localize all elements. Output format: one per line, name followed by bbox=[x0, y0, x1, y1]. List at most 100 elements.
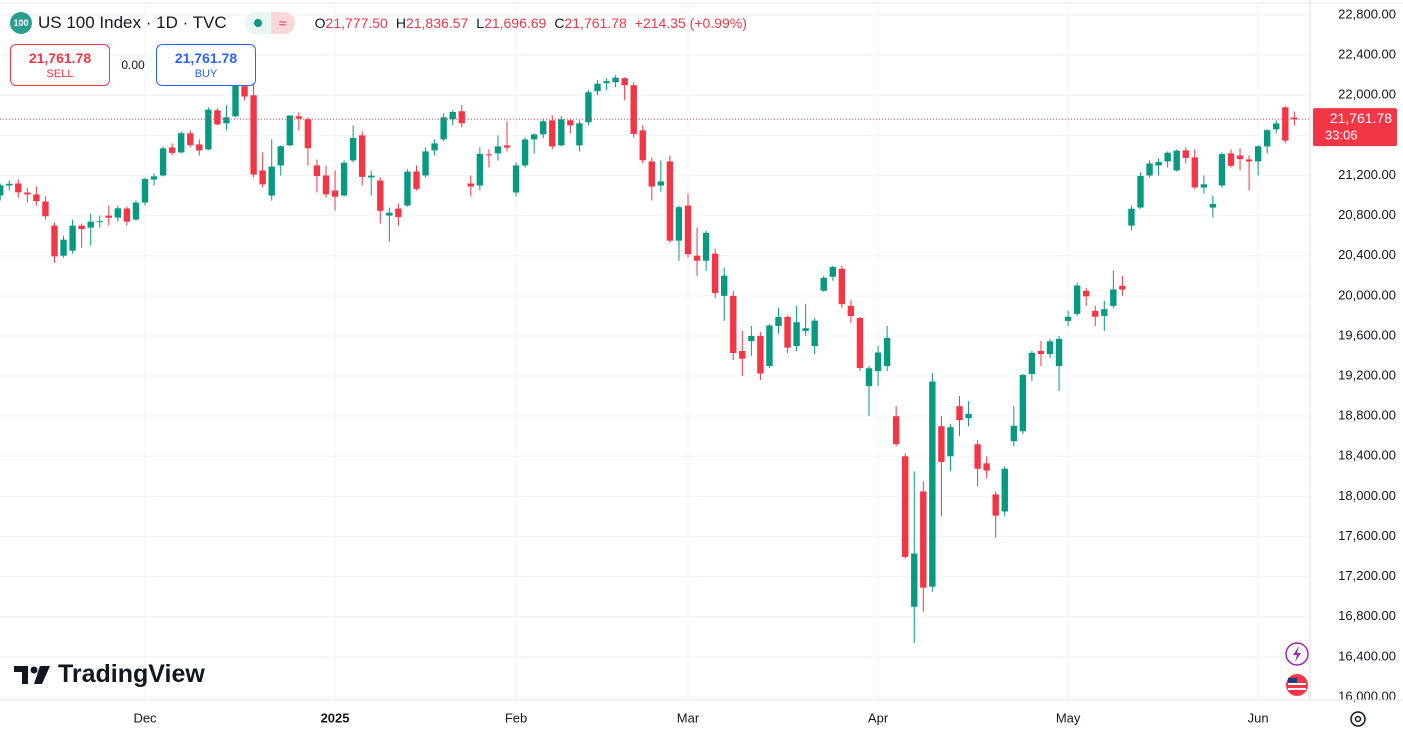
candle-body bbox=[1137, 175, 1144, 208]
candle-body bbox=[1092, 310, 1099, 317]
candle-body bbox=[60, 239, 67, 256]
candle-body bbox=[250, 95, 257, 175]
candle-body bbox=[51, 225, 58, 257]
candle-body bbox=[42, 201, 49, 217]
candle-body bbox=[1146, 163, 1153, 176]
candle-body bbox=[15, 183, 22, 193]
candle-body bbox=[802, 328, 809, 331]
candle-body bbox=[159, 148, 167, 176]
candle-body bbox=[585, 92, 592, 123]
x-tick-label: Feb bbox=[505, 710, 527, 725]
candle-body bbox=[141, 179, 149, 203]
candle-body bbox=[150, 176, 158, 180]
y-tick-label: 19,600.00 bbox=[1338, 327, 1396, 342]
candle-body bbox=[603, 81, 610, 84]
x-tick-label: Dec bbox=[133, 710, 157, 725]
status-pill[interactable]: ≈ bbox=[244, 12, 295, 34]
ohlc-item: C21,761.78 bbox=[554, 15, 626, 31]
settings-icon[interactable] bbox=[1350, 711, 1366, 727]
candle-body bbox=[711, 253, 719, 294]
flash-icon[interactable] bbox=[1285, 642, 1309, 666]
flag-icon[interactable] bbox=[1286, 674, 1308, 696]
candle-body bbox=[431, 143, 438, 151]
candle-body bbox=[992, 494, 999, 516]
candle-body bbox=[558, 119, 565, 146]
ohlc-item: O21,777.50 bbox=[315, 15, 388, 31]
buy-label: BUY bbox=[194, 68, 218, 80]
candle-body bbox=[187, 133, 194, 146]
candle-body bbox=[331, 190, 339, 197]
candle-body bbox=[1254, 146, 1262, 162]
candle-body bbox=[974, 444, 981, 469]
y-tick-label: 16,800.00 bbox=[1338, 608, 1396, 623]
symbol-title[interactable]: US 100 Index · 1D · TVC bbox=[38, 13, 227, 32]
candle-body bbox=[856, 317, 864, 368]
candle-body bbox=[214, 110, 221, 125]
sell-button[interactable]: 21,761.78 SELL bbox=[10, 44, 110, 86]
candle-body bbox=[811, 320, 818, 346]
candle-body bbox=[295, 116, 303, 119]
logo[interactable]: TradingView bbox=[14, 660, 205, 689]
candle-body bbox=[368, 175, 375, 178]
candle-body bbox=[748, 335, 755, 341]
candle-body bbox=[123, 208, 131, 222]
ohlc-key: H bbox=[395, 15, 406, 31]
candle-body bbox=[404, 171, 411, 206]
candle-body bbox=[1218, 154, 1226, 186]
candle-body bbox=[666, 161, 674, 241]
ohlc: O21,777.50 H21,836.57 L21,696.69 C21,761.78 bbox=[315, 15, 627, 31]
candle-body bbox=[78, 225, 85, 230]
candle-body bbox=[775, 316, 782, 326]
candle-body bbox=[0, 185, 4, 196]
candle-body bbox=[1245, 159, 1253, 162]
candle-body bbox=[322, 175, 330, 195]
candle-body bbox=[1001, 468, 1008, 512]
candle-body bbox=[576, 123, 583, 146]
y-tick-label: 20,000.00 bbox=[1338, 287, 1396, 302]
y-tick-label: 19,200.00 bbox=[1338, 367, 1396, 382]
y-tick-label: 18,800.00 bbox=[1338, 408, 1396, 423]
ohlc-value: 21,761.78 bbox=[564, 15, 627, 31]
candle-body bbox=[639, 130, 646, 161]
candle-body bbox=[413, 171, 420, 189]
y-tick-label: 18,000.00 bbox=[1338, 488, 1396, 503]
change: +214.35 (+0.99%) bbox=[634, 15, 747, 31]
candle-body bbox=[386, 212, 393, 216]
candle-body bbox=[476, 153, 484, 186]
candle-body bbox=[920, 491, 927, 588]
candle-body bbox=[938, 426, 945, 463]
candle-body bbox=[1227, 153, 1235, 166]
symbol-header: 100 US 100 Index · 1D · TVC ≈ O21,777.50… bbox=[10, 12, 747, 34]
sell-price: 21,761.78 bbox=[28, 50, 92, 66]
candle-body bbox=[829, 267, 836, 277]
candle-body bbox=[549, 120, 556, 147]
candle-body bbox=[87, 221, 94, 228]
candle-body bbox=[1182, 150, 1189, 158]
y-tick-label: 16,000.00 bbox=[1338, 688, 1396, 703]
candle-body bbox=[395, 208, 402, 218]
candle-body bbox=[196, 144, 203, 151]
x-tick-label: Jun bbox=[1248, 710, 1269, 725]
candle-body bbox=[1155, 161, 1162, 166]
candle-body bbox=[1046, 341, 1054, 354]
buy-button[interactable]: 21,761.78 BUY bbox=[156, 44, 256, 86]
ohlc-value: 21,696.69 bbox=[484, 15, 547, 31]
candle-body bbox=[594, 83, 601, 92]
candle-body bbox=[630, 85, 637, 134]
candle-body bbox=[902, 456, 909, 557]
candle-body bbox=[838, 268, 846, 305]
candle-body bbox=[766, 325, 773, 367]
ohlc-value: 21,777.50 bbox=[325, 15, 388, 31]
sell-label: SELL bbox=[46, 68, 74, 80]
candle-body bbox=[422, 151, 429, 176]
candle-body bbox=[847, 305, 855, 316]
candle-body bbox=[1236, 155, 1244, 160]
candle-body bbox=[377, 180, 384, 211]
candle-body bbox=[132, 202, 140, 220]
spread: 0.00 bbox=[121, 58, 145, 72]
candle-body bbox=[512, 165, 520, 193]
candle-body bbox=[168, 147, 176, 153]
candle-body bbox=[702, 232, 710, 261]
y-tick-label: 21,200.00 bbox=[1338, 167, 1396, 182]
y-tick-label: 22,400.00 bbox=[1338, 47, 1396, 62]
